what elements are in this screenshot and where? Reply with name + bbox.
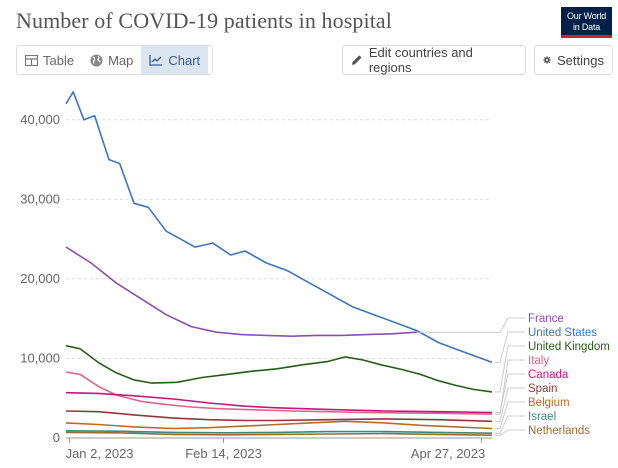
gear-icon xyxy=(543,56,551,64)
line-chart: 0 10,000 20,000 30,000 40,000 France United S… xyxy=(20,91,610,461)
legend-label-italy: Italy xyxy=(528,355,549,367)
series-line-israel xyxy=(65,430,493,434)
legend-label-israel: Israel xyxy=(528,411,556,423)
legend-connector xyxy=(419,317,525,333)
y-tick-label: 10,000 xyxy=(20,350,60,365)
series-line-france xyxy=(65,246,417,337)
owid-logo[interactable]: Our World in Data xyxy=(561,7,612,38)
y-tick-label: 40,000 xyxy=(20,112,60,127)
legend-label-france: France xyxy=(528,313,564,325)
tab-map[interactable]: Map xyxy=(82,46,141,74)
legend-connector xyxy=(495,345,525,393)
legend-label-canada: Canada xyxy=(528,369,569,381)
legend-label-netherlands: Netherlands xyxy=(528,425,590,437)
y-tick-label: 0 xyxy=(53,430,60,445)
line-chart-icon xyxy=(149,55,163,66)
x-tick-label: Feb 14, 2023 xyxy=(185,446,262,461)
legend-connector xyxy=(495,331,525,363)
legend-connector xyxy=(495,373,525,414)
series-line-netherlands xyxy=(65,431,493,436)
legend-label-united-states: United States xyxy=(528,327,597,339)
legend-connector xyxy=(495,387,525,422)
pencil-icon xyxy=(351,55,362,65)
logo-line-2: in Data xyxy=(572,22,601,32)
y-tick-label: 20,000 xyxy=(20,271,60,286)
x-tick-label: Apr 27, 2023 xyxy=(411,446,485,461)
tab-chart[interactable]: Chart xyxy=(141,46,209,74)
legend-label-spain: Spain xyxy=(528,383,557,395)
series-line-italy xyxy=(65,371,493,415)
globe-icon xyxy=(90,54,103,66)
series-line-united-states xyxy=(65,91,493,364)
series-line-spain xyxy=(65,410,493,423)
tab-table-label: Table xyxy=(43,52,75,68)
legend-label-belgium: Belgium xyxy=(528,397,570,409)
view-tabs: Table Map Chart xyxy=(16,45,213,75)
series-line-canada xyxy=(65,391,493,414)
settings-label: Settings xyxy=(557,52,604,68)
x-tick-label: Jan 2, 2023 xyxy=(66,446,134,461)
legend-label-united-kingdom: United Kingdom xyxy=(528,341,610,353)
chart-title: Number of COVID-19 patients in hospital xyxy=(16,8,393,33)
legend-connector xyxy=(495,429,525,436)
edit-countries-label: Edit countries and regions xyxy=(368,45,473,75)
series-line-united-kingdom xyxy=(65,344,493,393)
tab-map-label: Map xyxy=(108,52,134,68)
table-icon xyxy=(25,54,38,66)
settings-button[interactable]: Settings xyxy=(534,45,613,75)
edit-countries-button[interactable]: Edit countries and regions xyxy=(342,45,526,75)
legend-connector xyxy=(495,359,525,415)
logo-line-1: Our World xyxy=(566,11,607,21)
legend-connector xyxy=(495,415,525,434)
series-line-belgium xyxy=(65,420,493,430)
tab-chart-label: Chart xyxy=(168,52,201,68)
tab-table[interactable]: Table xyxy=(17,46,82,74)
y-tick-label: 30,000 xyxy=(20,191,60,206)
legend-connector xyxy=(495,401,525,429)
